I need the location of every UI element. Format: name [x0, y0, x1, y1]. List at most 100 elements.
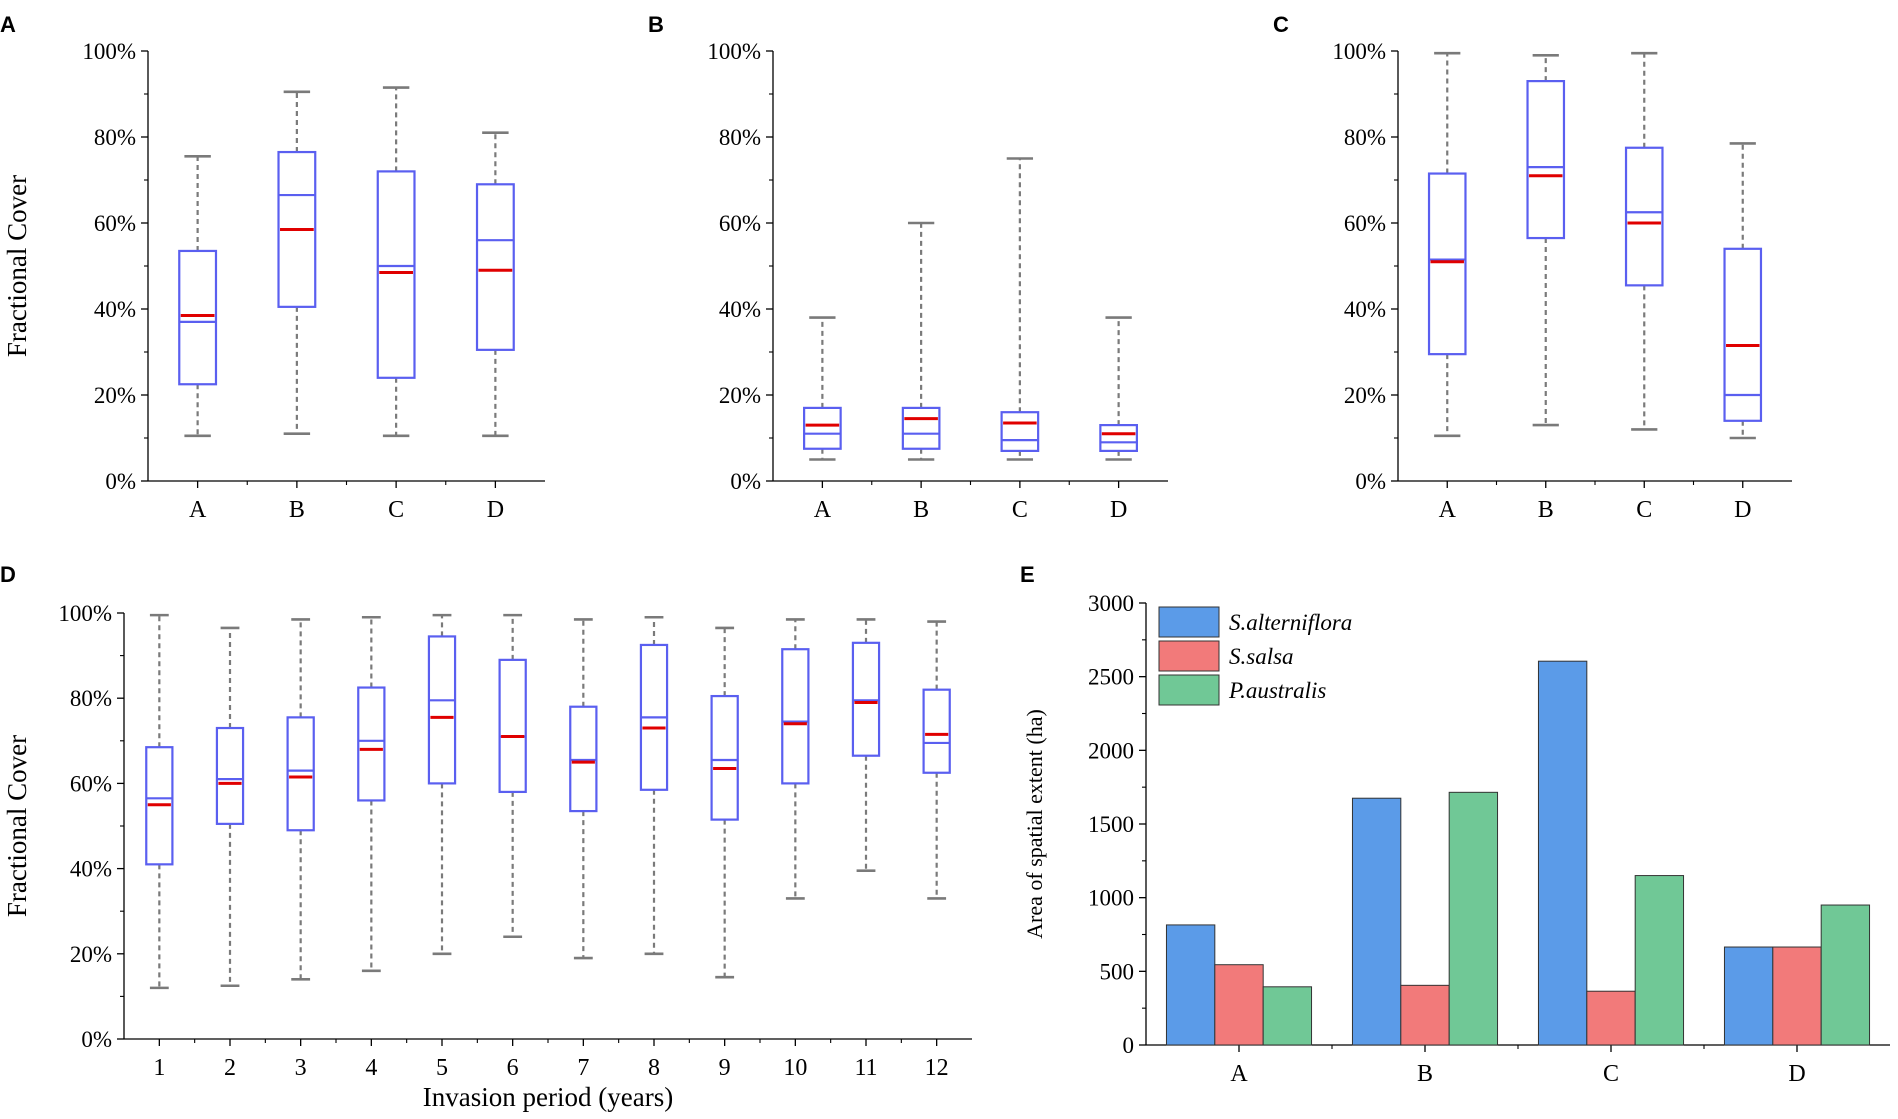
- x-tick-label: 11: [854, 1055, 877, 1081]
- x-tick-label: 6: [507, 1055, 519, 1081]
- panel-letter-c: C: [1273, 12, 1289, 37]
- iqr-box: [498, 658, 527, 794]
- panel-d-boxplot: D0%20%40%60%80%100%1 2 3 4 5 6 7 8 9 10 11 12Fracti…: [0, 562, 972, 1112]
- x-tick-label: D: [1110, 497, 1127, 523]
- iqr-box: [901, 406, 941, 450]
- box-C: [1624, 51, 1664, 431]
- x-tick-label: C: [1603, 1061, 1619, 1087]
- x-tick-label: C: [1636, 497, 1652, 523]
- y-tick-label: 3000: [1088, 591, 1134, 616]
- bar-s-salsa-D: [1772, 946, 1822, 1046]
- y-axis-title: Fractional Cover: [2, 735, 32, 917]
- y-tick-label: 40%: [70, 857, 112, 882]
- box-9: [710, 626, 739, 979]
- iqr-box: [475, 183, 515, 351]
- x-tick-label: 2: [224, 1055, 236, 1081]
- x-tick-label: 10: [783, 1055, 807, 1081]
- iqr-box: [427, 635, 457, 785]
- iqr-box: [710, 694, 739, 821]
- bar-s-salsa-C: [1586, 990, 1636, 1046]
- y-tick-label: 40%: [94, 297, 136, 322]
- y-tick-label: 20%: [70, 942, 112, 967]
- legend-label: S.alterniflora: [1229, 610, 1352, 635]
- box-3: [286, 618, 315, 981]
- y-tick-label: 20%: [94, 383, 136, 408]
- x-tick-label: 9: [719, 1055, 731, 1081]
- x-tick-label: B: [1417, 1061, 1433, 1087]
- box-12: [922, 620, 951, 900]
- x-tick-label: D: [1734, 497, 1751, 523]
- iqr-box: [357, 686, 386, 802]
- box-7: [569, 618, 598, 960]
- y-tick-label: 60%: [70, 771, 112, 796]
- iqr-box: [1624, 146, 1664, 287]
- y-tick-label: 40%: [1344, 297, 1386, 322]
- box-2: [215, 626, 245, 988]
- panel-letter-e: E: [1020, 562, 1035, 587]
- y-tick-label: 1000: [1088, 886, 1134, 911]
- y-tick-label: 60%: [94, 211, 136, 236]
- box-D: [1099, 316, 1138, 461]
- bar-s-alterniflora-D: [1723, 946, 1774, 1046]
- bar-s-salsa-B: [1400, 984, 1450, 1046]
- legend-label: P.australis: [1228, 678, 1326, 703]
- bar-p-australis-C: [1634, 875, 1685, 1046]
- box-D: [475, 131, 515, 438]
- y-tick-label: 500: [1100, 959, 1135, 984]
- box-5: [427, 613, 457, 956]
- x-tick-label: 8: [648, 1055, 660, 1081]
- iqr-box: [376, 170, 416, 379]
- y-axis-title: Fractional Cover: [2, 175, 32, 357]
- x-tick-label: A: [1439, 497, 1457, 523]
- box-4: [357, 615, 386, 973]
- box-C: [376, 86, 416, 438]
- iqr-box: [781, 648, 810, 785]
- panel-e-bar-chart: E 0 500 1000 1500 2000 2500 3000 A B C D Area of spa…: [1020, 562, 1890, 1087]
- box-A: [1427, 51, 1467, 438]
- y-tick-label: 100%: [82, 39, 136, 64]
- x-tick-label: B: [913, 497, 929, 523]
- box-C: [1000, 157, 1040, 461]
- y-axis-title: Area of spatial extent (ha): [1022, 709, 1047, 939]
- legend-swatch: [1158, 640, 1220, 672]
- x-tick-label: A: [1230, 1061, 1248, 1087]
- x-tick-label: A: [189, 497, 207, 523]
- iqr-box: [1099, 424, 1138, 453]
- x-tick-label: B: [1538, 497, 1554, 523]
- iqr-box: [1526, 79, 1566, 240]
- y-tick-label: 0%: [105, 469, 136, 494]
- iqr-box: [803, 406, 842, 450]
- bar-s-alterniflora-C: [1537, 660, 1588, 1046]
- x-tick-label: 4: [365, 1055, 377, 1081]
- box-B: [277, 90, 317, 436]
- x-tick-label: B: [289, 497, 305, 523]
- y-tick-label: 1500: [1088, 812, 1134, 837]
- y-tick-label: 100%: [1332, 39, 1386, 64]
- panel-a-boxplot: A 0% 20% 40% 60% 80% 100% A B C D Fractional Cover: [0, 12, 545, 523]
- bar-s-alterniflora-B: [1351, 797, 1402, 1046]
- y-tick-label: 20%: [719, 383, 761, 408]
- legend-swatch: [1158, 674, 1220, 706]
- iqr-box: [922, 688, 951, 774]
- box-11: [851, 618, 881, 873]
- y-tick-label: 0%: [81, 1027, 112, 1052]
- x-axis-title: Invasion period (years): [423, 1082, 673, 1112]
- y-tick-label: 60%: [1344, 211, 1386, 236]
- bar-s-alterniflora-A: [1165, 924, 1216, 1046]
- bar-p-australis-D: [1820, 904, 1871, 1046]
- box-B: [901, 221, 941, 461]
- x-tick-label: 5: [436, 1055, 448, 1081]
- bar-s-salsa-A: [1214, 964, 1264, 1046]
- x-tick-label: 3: [295, 1055, 307, 1081]
- x-tick-label: D: [1788, 1061, 1805, 1087]
- panel-letter-a: A: [0, 12, 16, 37]
- bar-p-australis-A: [1262, 986, 1313, 1046]
- box-B: [1526, 53, 1566, 427]
- box-A: [178, 155, 218, 438]
- y-tick-label: 0: [1123, 1033, 1135, 1058]
- iqr-box: [286, 716, 315, 832]
- y-tick-label: 80%: [719, 125, 761, 150]
- iqr-box: [1000, 411, 1040, 453]
- y-tick-label: 60%: [719, 211, 761, 236]
